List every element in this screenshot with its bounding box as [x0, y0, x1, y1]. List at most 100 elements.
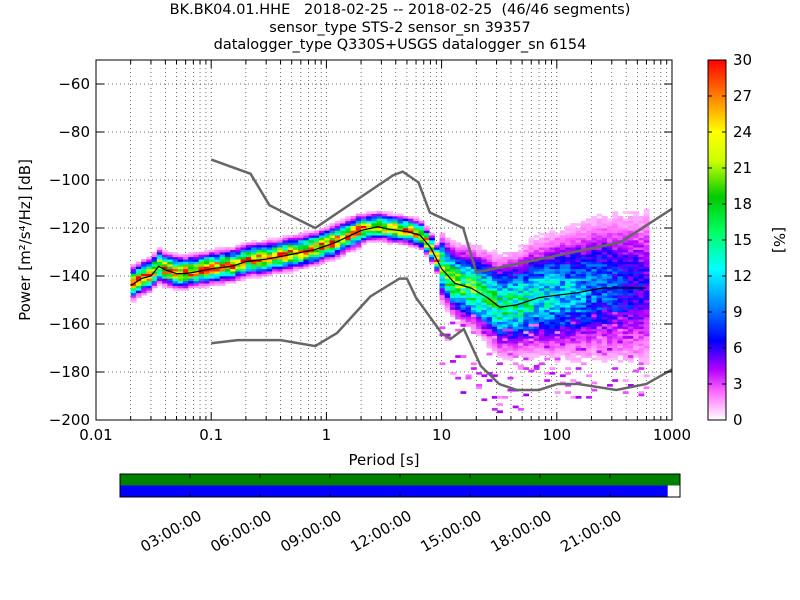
- heatmap-cell: [591, 220, 598, 224]
- heatmap-cell: [586, 295, 592, 298]
- heatmap-cell: [224, 247, 231, 250]
- heatmap-cell: [586, 290, 592, 294]
- heatmap-cell: [607, 292, 613, 296]
- heatmap-cell: [245, 256, 252, 260]
- heatmap-cell: [575, 254, 582, 258]
- heatmap-cell: [141, 292, 147, 296]
- heatmap-cell: [533, 249, 540, 253]
- heatmap-cell: [518, 408, 524, 411]
- heatmap-cell: [481, 314, 488, 318]
- heatmap-cell: [340, 223, 346, 226]
- heatmap-cell: [319, 256, 325, 260]
- heatmap-cell: [481, 295, 488, 298]
- heatmap-cell: [559, 276, 566, 279]
- heatmap-cell: [617, 273, 624, 277]
- heatmap-cell: [607, 300, 613, 303]
- heatmap-cell: [512, 254, 519, 258]
- heatmap-cell: [622, 259, 629, 262]
- heatmap-cell: [643, 336, 650, 339]
- heatmap-cell: [612, 276, 619, 279]
- heatmap-cell: [266, 240, 273, 243]
- heatmap-cell: [612, 285, 619, 289]
- heatmap-cell: [523, 338, 530, 342]
- heatmap-cell: [622, 285, 629, 289]
- heatmap-cell: [518, 348, 524, 351]
- heatmap-cell: [586, 249, 592, 253]
- heatmap-cell: [491, 276, 498, 279]
- heatmap-cell: [371, 230, 378, 234]
- heatmap-cell: [287, 261, 294, 265]
- heatmap-cell: [528, 273, 535, 277]
- heatmap-cell: [554, 297, 561, 301]
- heatmap-cell: [518, 364, 524, 368]
- heatmap-cell: [586, 259, 592, 262]
- heatmap-cell: [575, 237, 582, 241]
- heatmap-cell: [549, 316, 556, 320]
- heatmap-cell: [167, 280, 174, 284]
- heatmap-cell: [575, 338, 582, 342]
- heatmap-cell: [596, 237, 603, 241]
- heatmap-cell: [622, 391, 629, 394]
- heatmap-cell: [528, 285, 535, 289]
- heatmap-cell: [141, 261, 147, 265]
- heatmap-cell: [528, 345, 535, 349]
- heatmap-cell: [313, 244, 320, 248]
- heatmap-cell: [586, 321, 592, 325]
- heatmap-cell: [235, 249, 242, 253]
- heatmap-cell: [523, 343, 530, 346]
- heatmap-cell: [607, 309, 613, 313]
- heatmap-cell: [355, 240, 362, 243]
- heatmap-cell: [203, 283, 210, 286]
- heatmap-cell: [507, 252, 514, 255]
- heatmap-cell: [219, 264, 226, 267]
- heatmap-cell: [549, 331, 556, 334]
- heatmap-cell: [565, 384, 571, 387]
- heatmap-cell: [465, 309, 472, 313]
- heatmap-cell: [596, 302, 603, 306]
- heatmap-cell: [549, 314, 556, 318]
- heatmap-cell: [591, 283, 598, 286]
- heatmap-cell: [601, 340, 608, 344]
- heatmap-cell: [345, 218, 352, 222]
- heatmap-cell: [198, 278, 205, 282]
- heatmap-cell: [643, 295, 650, 298]
- heatmap-cell: [638, 350, 645, 354]
- heatmap-cell: [533, 273, 540, 277]
- heatmap-cell: [282, 264, 289, 267]
- heatmap-cell: [319, 244, 325, 248]
- heatmap-cell: [502, 321, 509, 325]
- heatmap-cell: [518, 321, 524, 325]
- heatmap-cell: [549, 249, 556, 253]
- colorbar-label: [%]: [770, 227, 788, 253]
- heatmap-cell: [313, 230, 320, 234]
- heatmap-cell: [502, 256, 509, 260]
- heatmap-cell: [607, 252, 613, 255]
- heatmap-cell: [444, 249, 451, 253]
- heatmap-cell: [538, 252, 545, 255]
- heatmap-cell: [622, 256, 629, 260]
- heatmap-cell: [162, 285, 168, 289]
- heatmap-cell: [444, 304, 451, 308]
- heatmap-cell: [334, 254, 341, 258]
- heatmap-cell: [413, 220, 420, 224]
- heatmap-cell: [612, 336, 619, 339]
- heatmap-cell: [570, 276, 577, 279]
- heatmap-cell: [559, 319, 566, 322]
- heatmap-cell: [617, 230, 624, 234]
- heatmap-cell: [198, 261, 205, 265]
- heatmap-cell: [591, 223, 598, 226]
- heatmap-cell: [528, 350, 535, 354]
- heatmap-cell: [643, 309, 650, 313]
- heatmap-cell: [266, 249, 273, 253]
- heatmap-cell: [559, 240, 566, 243]
- heatmap-cell: [512, 312, 519, 315]
- heatmap-cell: [444, 290, 451, 294]
- heatmap-cell: [633, 216, 640, 219]
- heatmap-cell: [523, 348, 530, 351]
- heatmap-cell: [570, 326, 577, 330]
- heatmap-cell: [251, 240, 257, 243]
- heatmap-cell: [292, 237, 299, 241]
- heatmap-cell: [533, 338, 540, 342]
- heatmap-cell: [350, 240, 357, 243]
- heatmap-cell: [282, 266, 289, 270]
